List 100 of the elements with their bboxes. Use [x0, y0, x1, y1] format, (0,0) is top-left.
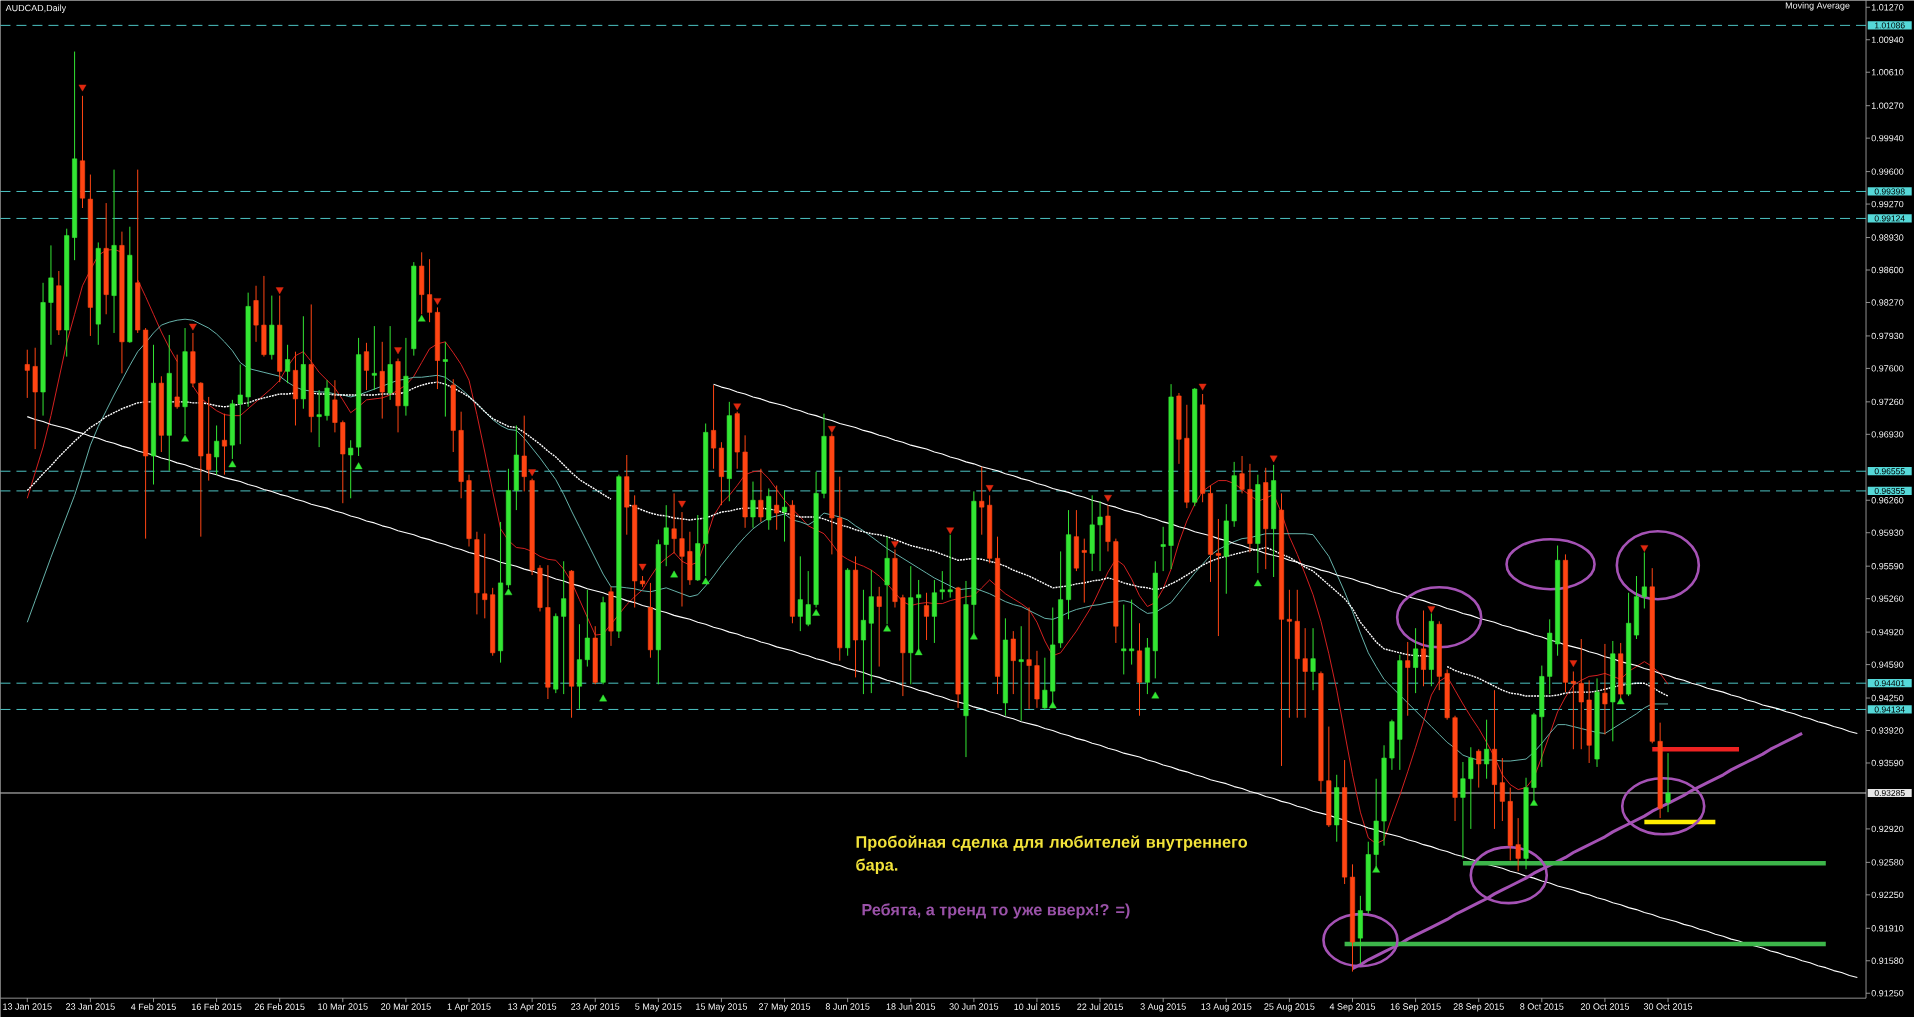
- chart-title: AUDCAD,Daily: [5, 4, 67, 13]
- x-tick-label: 13 Aug 2015: [1201, 1003, 1252, 1012]
- y-tick-label: 0.97600: [1871, 365, 1904, 372]
- candlestick: [363, 342, 369, 391]
- y-tick-label: 0.99940: [1871, 134, 1904, 142]
- candlestick: [174, 354, 180, 410]
- point: [812, 608, 820, 616]
- point: [1269, 455, 1278, 463]
- annotation: Ребята, а тренд то уже вверх!? =): [862, 903, 1130, 919]
- x-tick-label: 13 Jan 2015: [3, 1003, 52, 1010]
- ref-line-label: 0.93285: [1874, 789, 1905, 796]
- candlestick: [442, 341, 448, 418]
- candlestick: [1484, 719, 1490, 780]
- candlestick: [1121, 603, 1127, 675]
- x-tick-label: 10 Mar 2015: [318, 1003, 368, 1010]
- candlestick: [285, 344, 291, 384]
- candlestick: [1215, 518, 1221, 637]
- candlestick: [221, 413, 227, 476]
- point: [733, 403, 742, 411]
- point: [599, 694, 607, 702]
- candlestick: [1413, 627, 1419, 694]
- candlestick: [348, 439, 354, 499]
- y-tick-label: 0.96930: [1871, 431, 1904, 438]
- x-tick-label: 13 Apr 2015: [508, 1003, 557, 1012]
- point: [394, 347, 402, 355]
- y-tick-label: 0.94920: [1871, 628, 1904, 636]
- x-tick-label: 25 Aug 2015: [1264, 1003, 1315, 1012]
- annotation: Moving Average: [1785, 2, 1850, 11]
- candlestick: [1129, 599, 1135, 666]
- x-tick-label: 30 Jun 2015: [949, 1003, 999, 1010]
- y-tick-label: 0.94590: [1871, 661, 1904, 668]
- point: [189, 323, 197, 331]
- point: [354, 462, 363, 470]
- x-tick-label: 20 Oct 2015: [1580, 1003, 1630, 1010]
- annotation: Пробойная сделка для любителей внутреннего бара.: [856, 835, 1248, 874]
- x-tick-label: 1 Apr 2015: [447, 1003, 491, 1012]
- point: [883, 624, 891, 632]
- y-tick-label: 1.00270: [1871, 102, 1904, 109]
- candlestick: [939, 570, 945, 601]
- candlestick: [931, 579, 937, 644]
- candlestick: [24, 349, 30, 399]
- point: [1640, 545, 1649, 552]
- y-tick-label: 0.93920: [1871, 727, 1904, 734]
- y-tick-label: 0.91910: [1871, 925, 1904, 932]
- x-tick-label: 28 Sep 2015: [1453, 1003, 1504, 1012]
- candlestick: [876, 586, 882, 667]
- candlestick: [750, 480, 756, 529]
- x-tick-label: 18 Jun 2015: [886, 1003, 936, 1010]
- ref-line-label: 0.94134: [1874, 706, 1905, 713]
- candlestick: [924, 592, 930, 641]
- candlestick: [332, 379, 338, 433]
- x-tick-label: 23 Apr 2015: [571, 1003, 620, 1012]
- ref-line-label: 0.99124: [1874, 215, 1905, 222]
- y-tick-label: 0.98270: [1871, 299, 1904, 306]
- candlestick: [1081, 538, 1087, 604]
- candlestick: [1286, 589, 1292, 719]
- candlestick: [1476, 748, 1482, 789]
- point: [985, 485, 994, 492]
- y-tick-label: 0.95590: [1871, 562, 1904, 570]
- x-tick-label: 26 Feb 2015: [254, 1003, 305, 1010]
- candlestick: [979, 466, 985, 536]
- candlestick: [1310, 627, 1316, 691]
- candlestick: [711, 384, 717, 470]
- point: [828, 426, 836, 433]
- candlestick: [1405, 641, 1411, 717]
- x-tick-label: 5 May 2015: [635, 1003, 682, 1012]
- candlestick: [1641, 551, 1647, 609]
- y-tick-label: 0.98600: [1871, 266, 1904, 274]
- y-tick-label: 0.92580: [1871, 859, 1904, 866]
- point: [678, 500, 686, 508]
- x-tick-label: 22 Jul 2015: [1077, 1003, 1123, 1010]
- y-tick-label: 0.97930: [1871, 332, 1904, 340]
- point: [670, 570, 678, 578]
- x-tick-label: 20 Mar 2015: [381, 1003, 431, 1010]
- point: [433, 298, 442, 305]
- y-tick-label: 0.98930: [1871, 234, 1904, 241]
- candlestick: [947, 534, 953, 599]
- x-tick-label: 4 Sep 2015: [1329, 1003, 1376, 1012]
- candlestick: [1302, 627, 1308, 719]
- candlestick: [1468, 746, 1474, 830]
- candlestick: [774, 484, 780, 531]
- candlestick: [1460, 761, 1466, 859]
- candlestick: [206, 396, 212, 481]
- candlestick: [482, 533, 488, 619]
- x-tick-label: 4 Feb 2015: [130, 1003, 176, 1010]
- candlestick: [1515, 817, 1521, 872]
- candlestick: [584, 589, 590, 667]
- y-tick-label: 0.99270: [1871, 200, 1904, 208]
- point: [891, 541, 899, 548]
- y-tick-label: 0.95260: [1871, 595, 1904, 602]
- y-tick-label: 0.91580: [1871, 957, 1904, 964]
- candlestick: [1097, 500, 1103, 572]
- point: [78, 84, 87, 92]
- point: [1151, 691, 1160, 699]
- y-tick-label: 0.95930: [1871, 529, 1904, 536]
- point: [1104, 494, 1112, 502]
- point: [1198, 383, 1207, 391]
- candlestick: [1010, 630, 1016, 695]
- candlestick: [679, 511, 685, 607]
- y-tick-label: 1.01270: [1871, 4, 1904, 11]
